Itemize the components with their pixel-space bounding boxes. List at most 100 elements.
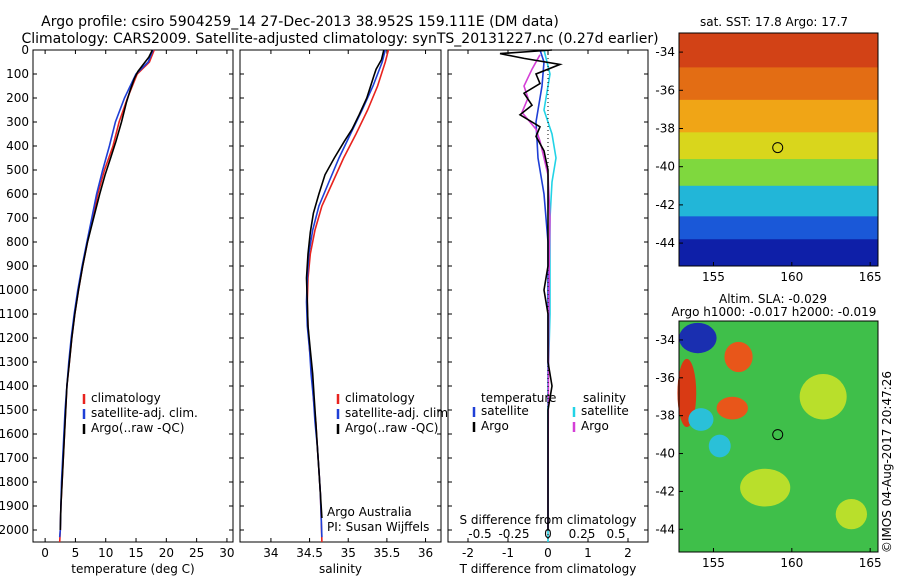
x-tick-label-secondary: -0.5 — [468, 527, 491, 541]
x-tick-label-secondary: 0 — [544, 527, 552, 541]
y-tick-label: 300 — [6, 115, 29, 129]
legend-label: satellite-adj. clim. — [91, 406, 198, 420]
x-tick-label: 20 — [159, 546, 174, 560]
x-tick-label: 165 — [859, 270, 882, 284]
y-tick-label: 1900 — [0, 499, 29, 513]
y-tick-label: -44 — [655, 522, 675, 536]
x-tick-label: 30 — [219, 546, 234, 560]
series-line — [499, 49, 563, 530]
temperature-panel: 0 5 10 15 20 25 300100200300400500600700800900… — [0, 43, 235, 576]
legend-label: climatology — [91, 391, 161, 405]
y-tick-label: 700 — [6, 211, 29, 225]
y-tick-label: -42 — [655, 484, 675, 498]
legend-label: climatology — [345, 391, 415, 405]
legend-label: satellite — [581, 404, 629, 418]
sla-feature — [679, 322, 717, 354]
x-tick-label: 160 — [780, 270, 803, 284]
x-tick-label: 160 — [780, 556, 803, 570]
y-tick-label: 1500 — [0, 403, 29, 417]
sla-feature — [835, 498, 868, 530]
pi-text: PI: Susan Wijffels — [327, 520, 429, 534]
sst-band — [679, 132, 878, 160]
x-tick-label: 1 — [584, 546, 592, 560]
sla-feature — [677, 358, 697, 428]
title-line-2: Climatology: CARS2009. Satellite-adjuste… — [21, 31, 658, 47]
sla-feature — [799, 374, 847, 420]
y-tick-label: 900 — [6, 259, 29, 273]
y-tick-label: 1100 — [0, 307, 29, 321]
sst-band — [679, 159, 878, 187]
sla-feature — [724, 341, 753, 373]
plot-frame — [32, 49, 234, 543]
title-line-1: Argo profile: csiro 5904259_14 27-Dec-20… — [41, 14, 559, 30]
x-axis-label-secondary: S difference from climatology — [460, 513, 637, 527]
sla-map-title-line-1: Altim. SLA: -0.029 — [719, 292, 827, 306]
sla-feature — [688, 408, 714, 431]
legend-label: satellite-adj. clim. — [345, 406, 452, 420]
sla-feature — [716, 396, 748, 420]
sla-feature — [740, 468, 791, 507]
salinity-panel: 34 34.5 35 35.5 36 salinity climatologysatelli… — [239, 49, 452, 576]
x-tick-label: 155 — [702, 270, 725, 284]
x-tick-label: 10 — [98, 546, 113, 560]
imos-stamp: ©IMOS 04-Aug-2017 20:47:26 — [880, 371, 894, 553]
y-tick-label: -34 — [655, 333, 675, 347]
y-tick-label: -44 — [655, 236, 675, 250]
legend-label: Argo — [581, 419, 609, 433]
credit-text: Argo Australia — [327, 505, 412, 519]
y-tick-label: -36 — [655, 83, 675, 97]
y-tick-label: -38 — [655, 121, 675, 135]
x-tick-label: 155 — [702, 556, 725, 570]
sla-feature — [708, 434, 731, 458]
y-tick-label: 2000 — [0, 523, 29, 537]
sst-band — [679, 216, 878, 240]
x-tick-label-secondary: -0.25 — [498, 527, 529, 541]
y-tick-label: -38 — [655, 409, 675, 423]
series-line — [59, 49, 154, 531]
legend-label: Argo(..raw -QC) — [91, 421, 184, 435]
x-tick-label: 15 — [128, 546, 143, 560]
series-line — [305, 49, 385, 519]
y-tick-label: 1400 — [0, 379, 29, 393]
x-tick-label: 34.5 — [296, 546, 323, 560]
y-tick-label: 1700 — [0, 451, 29, 465]
y-tick-label: 800 — [6, 235, 29, 249]
y-tick-label: 1800 — [0, 475, 29, 489]
sla-map-panel: 155 160 165 -34 -36 -38 -40 -42 -44 — [655, 320, 882, 570]
y-tick-label: 1300 — [0, 355, 29, 369]
y-tick-label: -36 — [655, 371, 675, 385]
y-tick-label: 1600 — [0, 427, 29, 441]
y-tick-label: -34 — [655, 45, 675, 59]
legend-title-salinity: salinity — [583, 391, 626, 405]
x-tick-label: -1 — [502, 546, 514, 560]
legend-title-temperature: temperature — [481, 391, 556, 405]
legend-label: Argo — [481, 419, 509, 433]
x-tick-label: 25 — [189, 546, 204, 560]
legend-label: satellite — [481, 404, 529, 418]
x-tick-label: 36 — [418, 546, 433, 560]
sst-map-title: sat. SST: 17.8 Argo: 17.7 — [700, 15, 848, 29]
sst-band — [679, 67, 878, 101]
sst-band — [679, 33, 878, 68]
sst-band — [679, 239, 878, 267]
x-tick-label-secondary: 0.25 — [569, 527, 596, 541]
y-tick-label: -40 — [655, 160, 675, 174]
x-axis-label: temperature (deg C) — [71, 562, 194, 576]
x-axis-label: T difference from climatology — [459, 562, 637, 576]
x-tick-label: 0 — [544, 546, 552, 560]
x-tick-label: 35 — [341, 546, 356, 560]
x-tick-label: 35.5 — [374, 546, 401, 560]
y-tick-label: 500 — [6, 163, 29, 177]
difference-panel: -2 -1 0 1 2 T difference from climatology S di… — [447, 49, 649, 576]
y-tick-label: -42 — [655, 198, 675, 212]
x-tick-label: 34 — [263, 546, 278, 560]
x-tick-label: 165 — [859, 556, 882, 570]
sst-band — [679, 99, 878, 133]
map-frame — [678, 320, 879, 553]
y-tick-label: 0 — [21, 43, 29, 57]
plot-frame — [239, 49, 442, 543]
x-tick-label-secondary: 0.5 — [606, 527, 625, 541]
x-tick-label: 2 — [624, 546, 632, 560]
legend-label: Argo(..raw -QC) — [345, 421, 438, 435]
